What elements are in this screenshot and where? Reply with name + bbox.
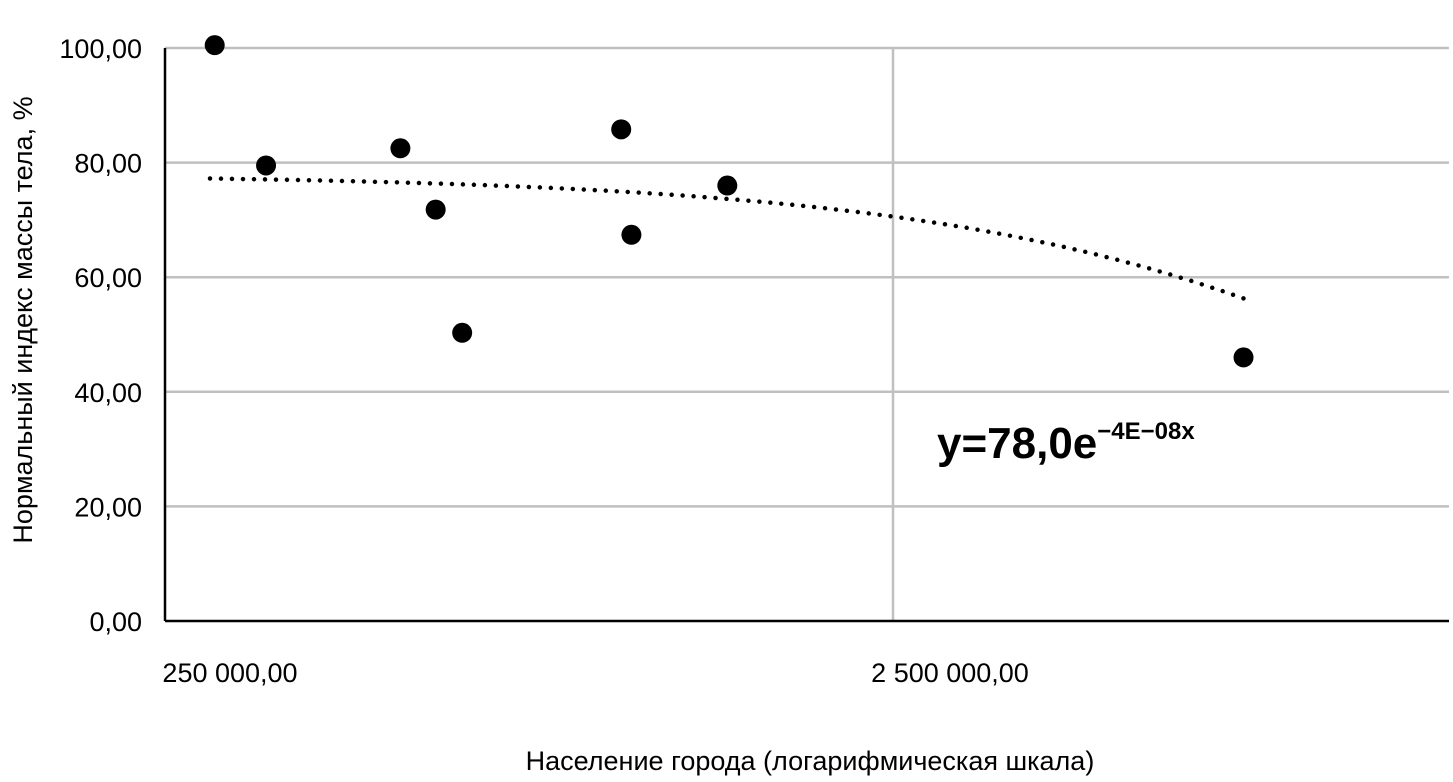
data-point	[390, 138, 411, 159]
data-point	[621, 224, 642, 245]
trendline-equation: y=78,0e−4E−08x	[937, 418, 1195, 468]
y-tick-label: 0,00	[89, 607, 142, 637]
y-tick-label: 40,00	[74, 378, 142, 408]
data-point	[425, 199, 446, 220]
equation-exponent: −4E−08x	[1097, 418, 1195, 445]
y-tick-label: 100,00	[59, 34, 142, 64]
trendline	[207, 176, 1246, 301]
y-tick-label: 20,00	[74, 492, 142, 522]
x-tick-labels: 250 000,00 2 500 000,00	[162, 658, 1028, 688]
x-tick-label: 250 000,00	[162, 658, 297, 688]
horizontal-gridlines	[165, 46, 1449, 508]
data-points	[204, 35, 1254, 368]
y-axis-label: Нормальный индекс массы тела, %	[8, 96, 38, 543]
x-tick-label: 2 500 000,00	[871, 658, 1029, 688]
data-point	[452, 322, 473, 343]
data-point	[204, 35, 225, 56]
data-point	[717, 175, 738, 196]
data-point	[1233, 347, 1254, 368]
data-point	[256, 155, 277, 176]
equation-main: y=78,0e	[937, 419, 1097, 468]
y-tick-label: 60,00	[74, 263, 142, 293]
x-axis-label: Население города (логарифмическая шкала)	[526, 746, 1095, 776]
y-tick-labels: 0,00 20,00 40,00 60,00 80,00 100,00	[59, 34, 142, 637]
y-tick-label: 80,00	[74, 149, 142, 179]
data-point	[611, 119, 632, 140]
